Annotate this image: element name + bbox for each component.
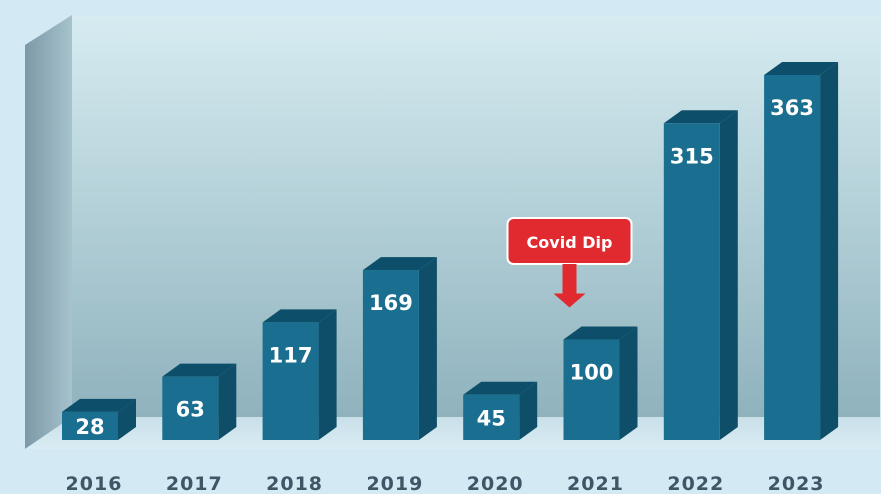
bar-side xyxy=(218,363,237,440)
bar-top xyxy=(162,363,237,377)
bar-side xyxy=(619,326,638,440)
annotation-layer: Covid Dip xyxy=(506,217,633,308)
bar-front xyxy=(62,411,118,440)
bar-value-label: 117 xyxy=(269,343,313,367)
callout-arrow xyxy=(553,264,586,308)
bar-2020: 45 xyxy=(463,381,538,440)
chart-floor xyxy=(25,417,880,449)
bar-value-label: 100 xyxy=(570,360,614,384)
bar-side xyxy=(719,110,738,440)
x-tick-label: 2023 xyxy=(768,473,825,494)
bar-value-label: 45 xyxy=(477,406,506,430)
bar-front xyxy=(362,270,419,440)
bars-layer: 28 63 117 169 45 100 315 363 xyxy=(62,62,839,440)
bar-2016: 28 xyxy=(62,398,136,440)
bar-front xyxy=(262,322,319,440)
bar-top xyxy=(764,62,839,75)
bar-front xyxy=(663,123,720,440)
bar-top xyxy=(463,381,538,395)
x-tick-label: 2021 xyxy=(567,473,624,494)
bar-2017: 63 xyxy=(162,363,237,440)
callout-text: Covid Dip xyxy=(527,233,613,252)
bar-top xyxy=(663,110,738,124)
bar-2021: 100 xyxy=(563,326,638,440)
bar-side xyxy=(418,257,437,440)
bar-front xyxy=(463,394,520,440)
bar-2019: 169 xyxy=(362,257,437,440)
bar-value-label: 315 xyxy=(670,144,714,168)
chart-back-wall xyxy=(72,15,880,417)
bar-2018: 117 xyxy=(262,309,337,440)
bar-value-label: 169 xyxy=(369,291,413,315)
bar-top xyxy=(62,398,136,412)
x-tick-label: 2022 xyxy=(667,473,724,494)
bar-side xyxy=(118,398,136,440)
bar-top xyxy=(262,309,337,323)
bar-value-label: 363 xyxy=(770,96,814,120)
bar-top xyxy=(362,257,437,271)
bar-value-label: 63 xyxy=(176,398,205,422)
covid-dip-callout: Covid Dip xyxy=(506,217,633,308)
chart-side-wall xyxy=(25,15,72,449)
bar-front xyxy=(162,376,219,440)
tick-labels-layer: 2016 2017 2018 2019 2020 2021 2022 2023 xyxy=(66,473,825,494)
x-tick-label: 2018 xyxy=(266,473,323,494)
x-tick-label: 2016 xyxy=(66,473,123,494)
bar-side xyxy=(519,381,538,440)
bar-side xyxy=(820,62,839,440)
bar-top xyxy=(563,326,638,340)
bar-front xyxy=(764,75,821,440)
bar-front xyxy=(563,339,620,440)
x-tick-label: 2020 xyxy=(467,473,524,494)
x-tick-label: 2019 xyxy=(366,473,423,494)
x-tick-label: 2017 xyxy=(166,473,223,494)
bar-2023: 363 xyxy=(764,62,839,440)
bar-value-label: 28 xyxy=(75,415,104,439)
bar-2022: 315 xyxy=(663,110,738,440)
bar-side xyxy=(318,309,337,440)
